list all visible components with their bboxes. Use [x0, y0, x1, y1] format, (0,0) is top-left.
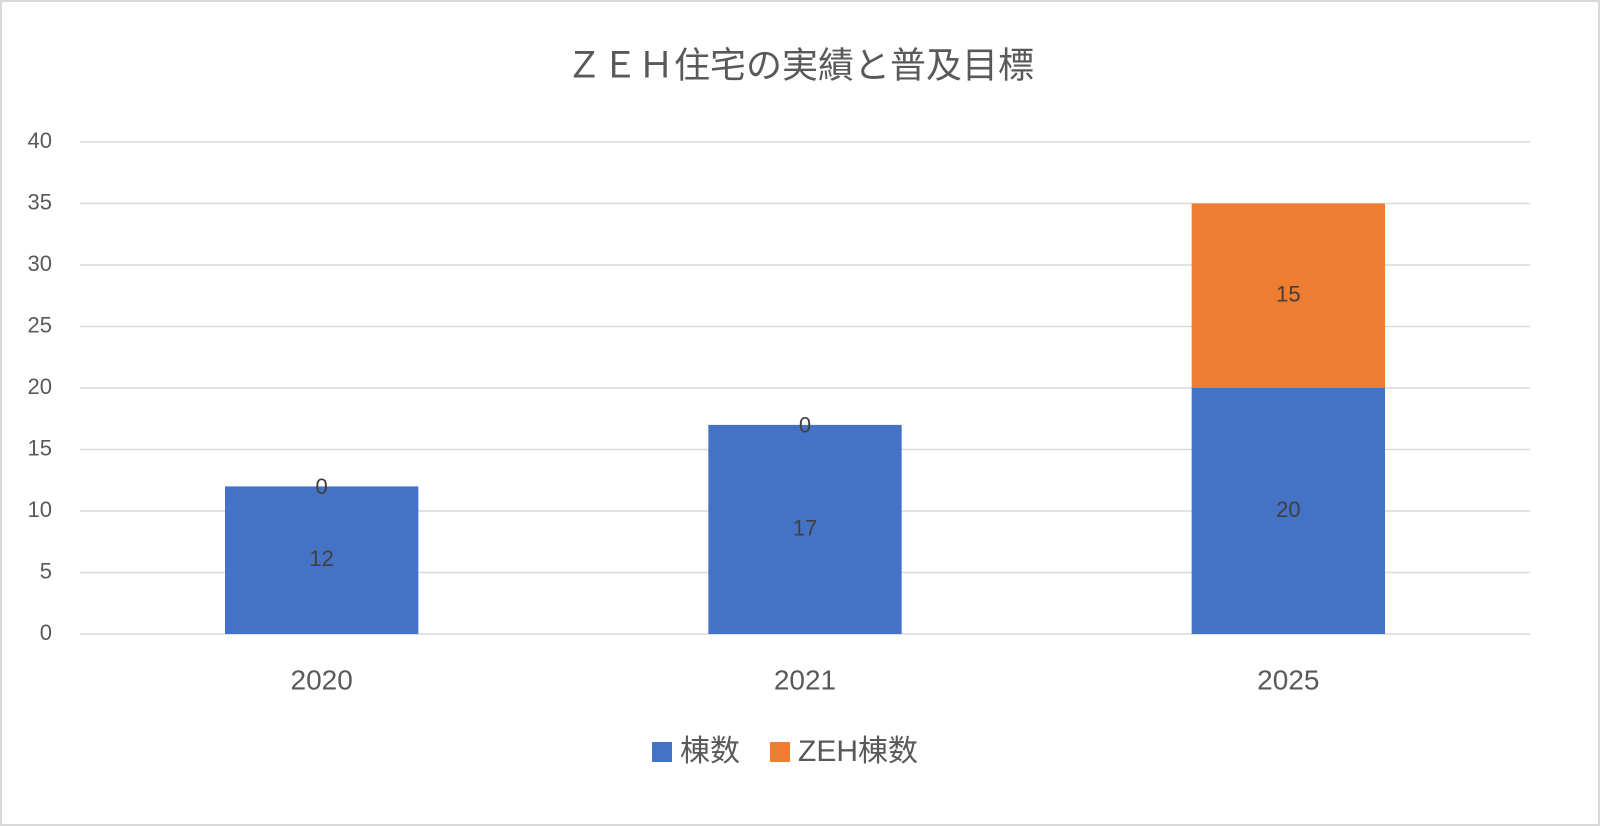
x-tick-label: 2020 — [291, 664, 353, 695]
bar-segment — [1191, 203, 1385, 388]
chart-title: ＺＥＨ住宅の実績と普及目標 — [566, 45, 1034, 86]
y-tick-label: 10 — [28, 497, 52, 522]
bar-segment — [225, 486, 419, 634]
x-tick-label: 2025 — [1257, 664, 1319, 695]
bar-segment — [708, 424, 902, 634]
legend-swatch — [770, 742, 790, 762]
y-tick-label: 15 — [28, 435, 52, 460]
legend-swatch — [652, 742, 672, 762]
y-tick-label: 40 — [28, 128, 52, 153]
y-tick-label: 5 — [40, 558, 52, 583]
x-tick-label: 2021 — [774, 664, 836, 695]
y-tick-label: 25 — [28, 312, 52, 337]
y-tick-label: 0 — [40, 620, 52, 645]
bar-segment — [1191, 388, 1385, 634]
legend-label: 棟数 — [680, 735, 740, 768]
data-label: 0 — [799, 413, 811, 438]
data-label: 20 — [1276, 497, 1300, 522]
y-tick-label: 20 — [28, 374, 52, 399]
data-label: 15 — [1276, 282, 1300, 307]
legend-label: ZEH棟数 — [798, 735, 918, 768]
data-label: 17 — [793, 515, 817, 540]
data-label: 12 — [309, 546, 333, 571]
y-tick-label: 35 — [28, 189, 52, 214]
data-label: 0 — [316, 474, 328, 499]
y-tick-label: 30 — [28, 251, 52, 276]
